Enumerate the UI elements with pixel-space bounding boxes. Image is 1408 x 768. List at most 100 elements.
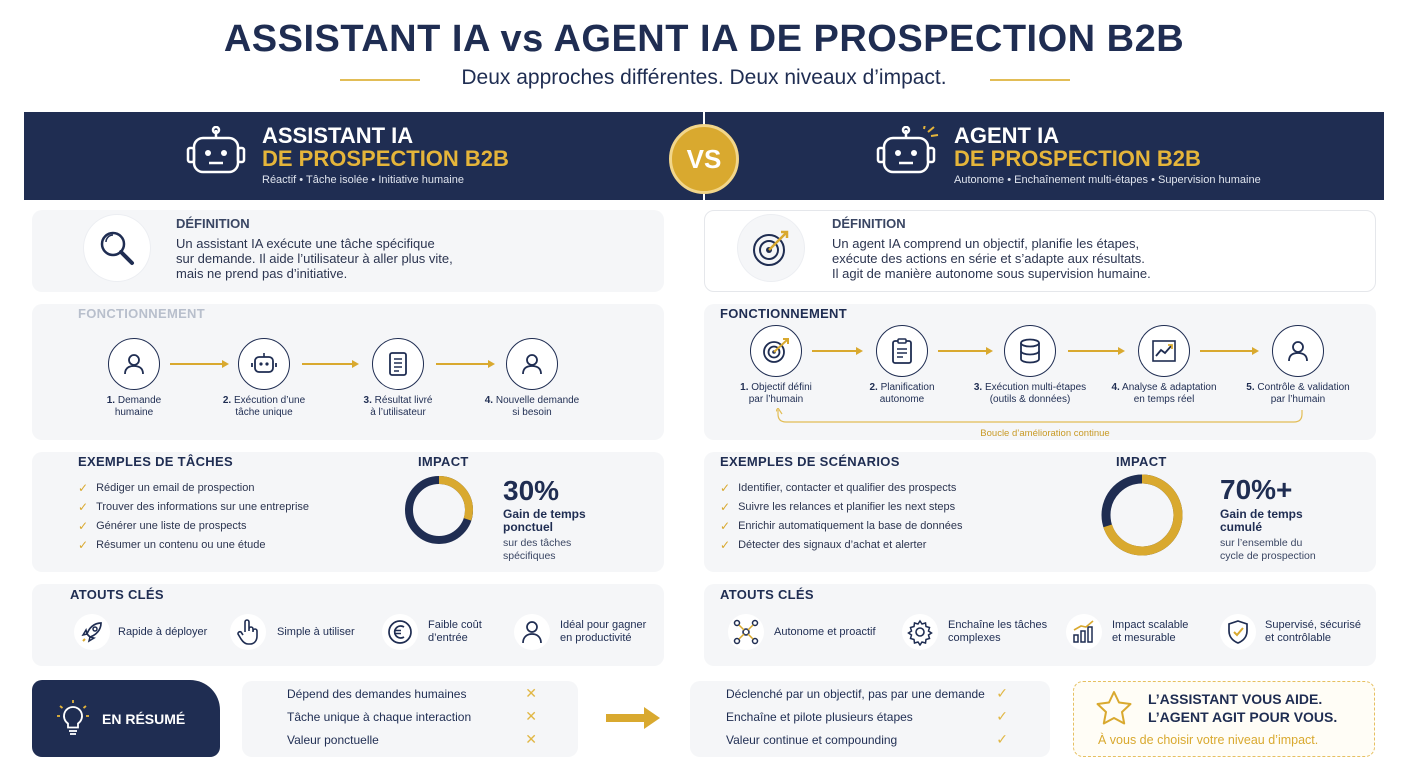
arrow-head-icon (352, 360, 359, 368)
agent-definition-card (704, 210, 1376, 292)
rocket-icon (74, 614, 110, 650)
list-item: Dépend des demandes humaines ✕ (287, 685, 537, 701)
list-item: ✓ Suivre les relances et planifier les ne… (720, 499, 956, 514)
assistant-assets-title: ATOUTS CLÉS (70, 587, 164, 602)
process-arrow (302, 363, 352, 365)
agent-step-2: 2. Planification autonome (869, 382, 935, 405)
agent-step-5: 5. Contrôle & validation par l’humain (1246, 382, 1350, 405)
check-icon: ✓ (78, 499, 89, 514)
agent-asset-4: Supervisé, sécurisé et contrôlable (1265, 619, 1361, 644)
process-arrow (1068, 350, 1118, 352)
process-arrow (938, 350, 986, 352)
agent-impact-label: Gain de temps cumulé (1220, 507, 1303, 534)
list-item: ✓ Résumer un contenu ou une étude (78, 537, 266, 552)
step-chart-icon (1138, 325, 1190, 377)
subtitle-left-rule (340, 79, 420, 81)
agent-examples-title: EXEMPLES DE SCÉNARIOS (720, 454, 900, 469)
assistant-asset-1: Rapide à déployer (118, 626, 208, 638)
assistant-summary-card (242, 681, 578, 757)
agent-summary-card (690, 681, 1050, 757)
list-item: ✓ Identifier, contacter et qualifier des … (720, 480, 957, 495)
agent-assets-card (704, 584, 1376, 666)
arrow-head-icon (1118, 347, 1125, 355)
process-arrow (436, 363, 488, 365)
process-arrow (170, 363, 222, 365)
arrow-head-icon (222, 360, 229, 368)
lightbulb-icon (56, 699, 90, 744)
agent-impact-donut (1100, 473, 1184, 562)
list-item: Déclenché par un objectif, pas par une d… (726, 685, 1008, 701)
loop-label: Boucle d’amélioration continue (970, 428, 1120, 439)
assistant-tagline: Réactif • Tâche isolée • Initiative huma… (262, 174, 464, 186)
improvement-loop (773, 406, 1304, 433)
shield-icon (1220, 614, 1256, 650)
vs-badge: VS (669, 124, 739, 194)
check-icon: ✓ (720, 537, 731, 552)
agent-definition-text: Un agent IA comprend un objectif, planif… (832, 236, 1151, 281)
list-item: ✓ Enrichir automatiquement la base de don… (720, 518, 963, 533)
assistant-process-title: FONCTIONNEMENT (78, 306, 205, 321)
arrow-head-icon (1252, 347, 1259, 355)
assistant-asset-4: Idéal pour gagner en productivité (560, 619, 647, 644)
agent-asset-1: Autonome et proactif (774, 626, 876, 638)
agent-tagline: Autonome • Enchaînement multi-étapes • S… (954, 174, 1261, 186)
page-title: ASSISTANT IA vs AGENT IA DE PROSPECTION … (223, 18, 1185, 60)
agent-robot-spark-icon (876, 123, 940, 183)
check-icon: ✓ (78, 518, 89, 533)
assistant-impact-title: IMPACT (418, 454, 469, 469)
agent-examples-card (704, 452, 1376, 572)
page-subtitle: Deux approches différentes. Deux niveaux… (461, 66, 947, 89)
agent-title-line2: DE PROSPECTION B2B (954, 146, 1201, 171)
agent-step-4: 4. Analyse & adaptation en temps réel (1111, 382, 1217, 405)
x-icon: ✕ (525, 731, 537, 747)
assistant-impact-desc: sur des tâches spécifiques (503, 537, 572, 562)
check-icon: ✓ (78, 480, 89, 495)
assistant-assets-card (32, 584, 664, 666)
agent-asset-2: Enchaîne les tâches complexes (948, 619, 1048, 644)
list-item: Enchaîne et pilote plusieurs étapes ✓ (726, 708, 1008, 724)
assistant-step-2: 2. Exécution d’une tâche unique (222, 395, 306, 418)
agent-impact-title: IMPACT (1116, 454, 1167, 469)
step-user-icon (108, 338, 160, 390)
x-icon: ✕ (525, 708, 537, 724)
assistant-impact-label: Gain de temps ponctuel (503, 507, 586, 534)
check-icon: ✓ (996, 731, 1008, 747)
step-database-icon (1004, 325, 1056, 377)
magnifier-icon (84, 215, 150, 281)
check-icon: ✓ (78, 537, 89, 552)
assistant-definition-title: DÉFINITION (176, 216, 250, 231)
subtitle-right-rule (990, 79, 1070, 81)
euro-icon (382, 614, 418, 650)
assistant-summary-list: Dépend des demandes humaines ✕ Tâche uniq… (287, 682, 537, 751)
assistant-robot-icon (186, 125, 246, 183)
check-icon: ✓ (720, 499, 731, 514)
agent-asset-3: Impact scalable et mesurable (1112, 619, 1189, 644)
assistant-examples-title: EXEMPLES DE TÂCHES (78, 454, 233, 469)
target-icon (738, 215, 804, 281)
step-document-icon (372, 338, 424, 390)
assistant-step-1: 1. Demande humaine (106, 395, 162, 418)
check-icon: ✓ (996, 708, 1008, 724)
list-item: ✓ Trouver des informations sur une entrep… (78, 499, 310, 514)
summary-label: EN RÉSUMÉ (102, 711, 186, 727)
hand-pointer-icon (230, 614, 266, 650)
agent-assets-title: ATOUTS CLÉS (720, 587, 814, 602)
assistant-step-3: 3. Résultat livré à l’utilisateur (363, 395, 433, 418)
step-clipboard-icon (876, 325, 928, 377)
assistant-definition-text: Un assistant IA exécute une tâche spécif… (176, 236, 453, 281)
x-icon: ✕ (525, 685, 537, 701)
list-item: Tâche unique à chaque interaction ✕ (287, 708, 537, 724)
agent-impact-desc: sur l’ensemble du cycle de prospection (1220, 537, 1316, 562)
agent-examples-list: ✓ Identifier, contacter et qualifier des … (720, 478, 962, 554)
step-user-icon (506, 338, 558, 390)
gear-icon (902, 614, 938, 650)
conclusion-tagline: À vous de choisir votre niveau d’impact. (1098, 733, 1319, 747)
assistant-examples-card (32, 452, 664, 572)
agent-step-3: 3. Exécution multi-étapes (outils & donné… (973, 382, 1087, 405)
agent-impact-value: 70%+ (1220, 474, 1293, 505)
summary-arrow-icon (604, 705, 662, 736)
list-item: ✓ Générer une liste de prospects (78, 518, 247, 533)
star-icon (1095, 690, 1133, 731)
list-item: Valeur continue et compounding ✓ (726, 731, 1008, 747)
check-icon: ✓ (720, 518, 731, 533)
